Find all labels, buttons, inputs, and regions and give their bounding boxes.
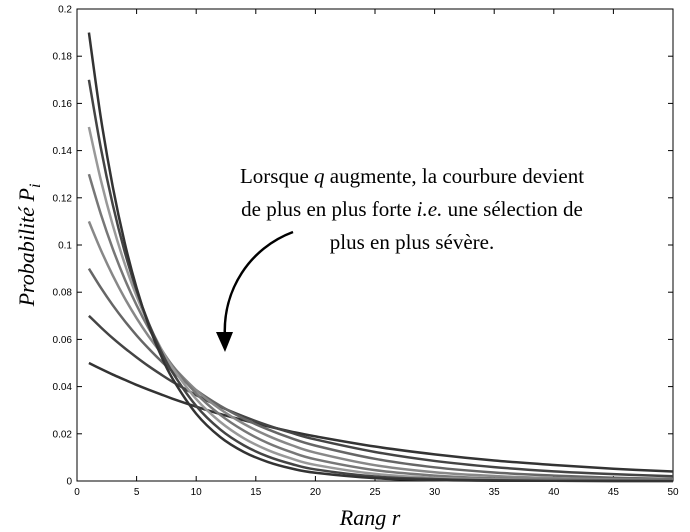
- y-tick-label: 0.2: [58, 5, 72, 16]
- series-line: [87, 32, 674, 483]
- y-tick-label: 0.08: [53, 288, 73, 299]
- y-label-sub: i: [27, 184, 44, 188]
- x-tick-label: 30: [429, 487, 441, 498]
- x-tick-label: 50: [667, 487, 679, 498]
- y-tick-label: 0.12: [53, 193, 73, 204]
- annotation: Lorsque q augmente, la courbure devient …: [240, 164, 584, 254]
- series-line: [87, 220, 674, 482]
- x-tick-label: 15: [250, 487, 262, 498]
- x-tick-label: 5: [134, 487, 140, 498]
- annotation-line: de plus en plus forte i.e. une sélection…: [241, 197, 583, 221]
- y-label-text: Probabilité: [14, 202, 39, 308]
- y-tick-label: 0.04: [53, 382, 73, 393]
- annotation-line: Lorsque q augmente, la courbure devient: [240, 164, 584, 188]
- x-tick-label: 25: [369, 487, 381, 498]
- x-tick-label: 0: [74, 487, 80, 498]
- annotation-var: i.e.: [417, 197, 443, 221]
- plot-frame: [76, 8, 674, 482]
- x-tick-label: 10: [191, 487, 203, 498]
- x-tick-label: 40: [548, 487, 560, 498]
- annotation-text: plus en plus sévère.: [330, 230, 494, 254]
- annotation-line: plus en plus sévère.: [330, 230, 494, 254]
- x-tick-label: 45: [608, 487, 620, 498]
- y-tick-label: 0.14: [53, 146, 73, 157]
- y-label-var: P: [14, 188, 39, 202]
- annotation-text: augmente, la courbure devient: [325, 164, 585, 188]
- y-tick-label: 0.18: [53, 52, 73, 63]
- y-tick-label: 0.16: [53, 99, 73, 110]
- y-tick-label: 0: [66, 477, 72, 488]
- y-tick-label: 0.02: [53, 429, 73, 440]
- annotation-text: Lorsque: [240, 164, 314, 188]
- annotation-var: q: [314, 164, 325, 188]
- arrow-head: [216, 332, 233, 352]
- y-tick-label: 0.06: [53, 335, 73, 346]
- annotation-text: une sélection de: [442, 197, 583, 221]
- series-line: [87, 173, 674, 483]
- x-tick-label: 35: [489, 487, 501, 498]
- x-tick-label: 20: [310, 487, 322, 498]
- annotation-text: de plus en plus forte: [241, 197, 417, 221]
- x-axis-label: Rang r: [339, 505, 401, 530]
- arrow: [223, 230, 294, 339]
- y-tick-label: 0.1: [58, 241, 72, 252]
- series-line: [87, 267, 674, 481]
- y-axis-label: Probabilité Pi: [14, 184, 44, 308]
